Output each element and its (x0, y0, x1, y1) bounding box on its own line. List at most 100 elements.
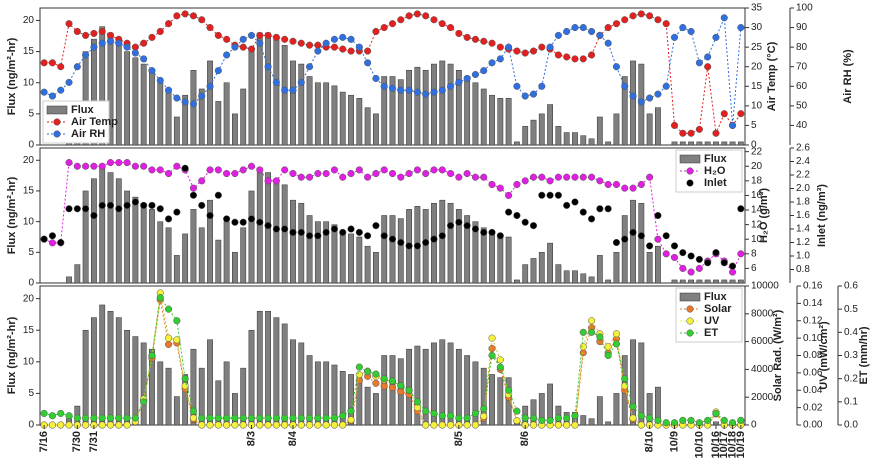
series-point (264, 222, 272, 230)
flux-bar (555, 264, 562, 284)
series-point (554, 51, 562, 59)
series-point (330, 166, 338, 174)
series-point (480, 37, 488, 45)
series-point (372, 222, 380, 230)
series-point (173, 336, 181, 344)
series-point (405, 242, 413, 250)
series-point (579, 208, 587, 216)
series-point (189, 12, 197, 20)
series-point (571, 24, 579, 32)
series-point (629, 12, 637, 20)
series-point (670, 33, 679, 41)
series-point (397, 382, 405, 390)
series-point (529, 173, 538, 181)
flux-bar (356, 98, 363, 146)
flux-bar (480, 367, 487, 426)
series-point (106, 414, 115, 422)
series-point (563, 173, 571, 181)
series-point (720, 14, 728, 22)
series-point (281, 414, 289, 422)
series-point (40, 59, 48, 67)
tick-label: 0.06 (803, 368, 823, 379)
flux-bar (588, 276, 595, 284)
series-point (380, 24, 388, 32)
series-point (455, 173, 463, 181)
series-point (612, 20, 620, 28)
series-point (679, 249, 687, 257)
tick-label: 8 (751, 248, 757, 259)
series-point (156, 294, 164, 302)
series-point (521, 92, 529, 100)
series-point (131, 43, 139, 51)
flux-bar (132, 57, 139, 146)
series-point (198, 201, 206, 209)
flux-bar (298, 63, 305, 146)
legend-label: UV (704, 315, 720, 327)
series-point (98, 414, 106, 422)
tick-label: 60 (796, 81, 808, 92)
flux-bar (588, 138, 595, 146)
series-point (621, 82, 629, 90)
series-point (339, 45, 347, 53)
flux-bar (223, 221, 230, 284)
y-axis-label: Flux (ng/m²-hr) (6, 37, 18, 115)
series-point (264, 421, 272, 429)
series-point (637, 98, 645, 106)
series-point (588, 328, 596, 336)
x-tick-label: 8/3 (245, 431, 257, 446)
series-point (571, 55, 579, 63)
series-point (106, 37, 115, 45)
tick-label: 6000 (751, 336, 774, 347)
flux-bar (348, 374, 354, 426)
series-point (438, 412, 446, 420)
series-point (579, 24, 587, 32)
series-point (488, 39, 496, 47)
flux-bar (207, 339, 213, 426)
series-point (596, 333, 604, 341)
series-point (720, 259, 728, 267)
series-point (156, 27, 164, 36)
tick-label: 10 (23, 356, 35, 367)
series-point (529, 90, 538, 98)
series-point (364, 232, 372, 240)
series-point (90, 43, 98, 51)
series-point (670, 242, 679, 250)
flux-bar (605, 279, 612, 284)
flux-bar (265, 32, 271, 146)
flux-bar (580, 135, 587, 146)
series-point (189, 184, 197, 192)
tick-label: 22 (751, 146, 763, 157)
series-point (148, 33, 156, 41)
flux-bar (290, 339, 296, 426)
series-point (529, 222, 538, 230)
x-tick-label: 10/10 (693, 431, 705, 459)
series-point (538, 173, 546, 181)
flux-bar (679, 141, 686, 146)
series-point (455, 414, 463, 422)
series-point (115, 421, 123, 429)
flux-bar (397, 79, 404, 146)
series-point (588, 317, 596, 325)
series-point (297, 228, 305, 236)
series-point (488, 351, 496, 360)
series-point (695, 255, 703, 263)
x-tick-label: 8/4 (287, 430, 299, 446)
series-point (223, 51, 231, 59)
series-point (488, 59, 496, 67)
flux-bar (621, 215, 628, 284)
series-point (322, 228, 330, 236)
series-point (629, 184, 637, 192)
series-point (471, 225, 479, 233)
series-point (422, 238, 430, 247)
flux-bar (572, 132, 578, 146)
series-point (695, 419, 703, 427)
series-point (612, 330, 620, 338)
flux-bar (630, 199, 636, 284)
series-point (314, 47, 322, 55)
series-point (563, 421, 571, 429)
legend-label: ET (704, 327, 718, 339)
series-point (165, 20, 173, 28)
y-axis-label: Inlet (ng/m³) (816, 184, 828, 247)
series-point (140, 39, 148, 47)
tick-label: 10000 (751, 281, 779, 292)
